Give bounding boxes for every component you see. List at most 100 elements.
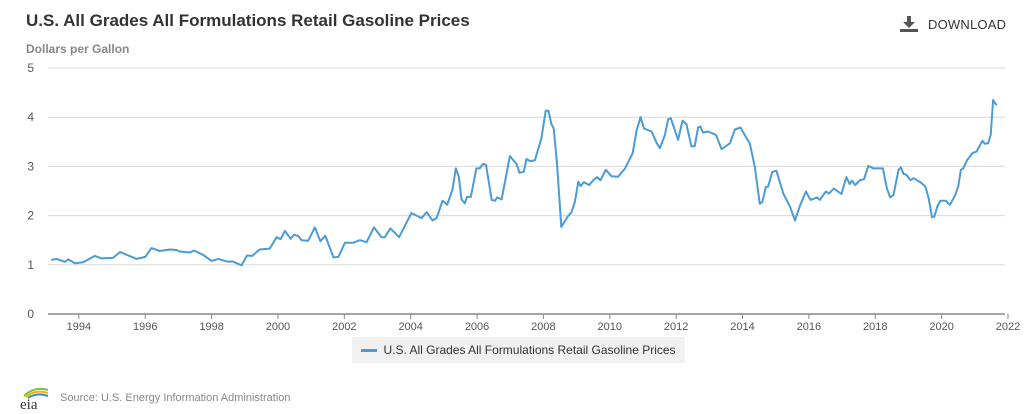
data-point [384,236,386,239]
data-point [902,172,905,175]
data-point [992,99,994,101]
data-point [324,234,327,237]
data-point [605,169,607,171]
data-point [193,249,195,252]
data-point [939,200,942,202]
data-point [659,147,661,149]
data-point [64,261,66,263]
data-point [828,192,830,195]
data-point [251,255,253,257]
data-point [966,159,968,161]
data-point [159,250,161,252]
data-point [664,134,666,136]
y-axis-title: Dollars per Gallon [26,42,130,56]
download-button[interactable]: DOWNLOAD [900,16,1006,32]
data-point [599,179,602,181]
data-point [729,142,731,145]
data-point [258,248,261,251]
data-point [515,163,518,165]
data-point [949,203,951,206]
data-point [897,169,900,171]
data-point [135,258,138,260]
y-tick-label: 4 [27,110,34,124]
data-point [485,164,487,166]
x-tick-label: 2018 [863,321,887,330]
data-point [313,226,316,229]
line-chart: 0 1 2 3 4 5 1994 1996 1998 2000 2002 2004 2006 2008 20… [27,61,1020,330]
data-point [567,215,569,217]
data-point [482,163,484,165]
data-point [373,226,375,229]
data-point [533,159,536,162]
data-point [905,173,908,176]
data-point [352,241,355,244]
data-point [398,236,400,239]
data-point [924,185,927,188]
data-point [478,167,481,170]
data-point [954,195,956,197]
legend-swatch [361,348,378,352]
data-point [410,212,413,214]
data-point [240,264,243,267]
data-point [67,258,70,261]
data-point [297,234,300,237]
data-point [425,211,428,213]
data-point [93,255,96,257]
data-point [863,178,865,180]
data-point [685,123,688,125]
data-point [771,171,774,173]
data-point [960,169,962,171]
data-point [610,175,613,178]
data-point [987,142,989,145]
data-point [764,186,767,188]
data-point [210,260,213,262]
data-point [389,227,392,230]
data-point [782,192,785,195]
data-point [892,194,895,196]
data-point [825,190,827,193]
data-point [920,181,922,184]
data-point [469,196,472,198]
data-point [832,187,835,190]
download-icon [900,16,918,32]
data-point [455,167,457,170]
y-tick-label: 3 [27,159,34,173]
x-tick-label: 2008 [531,321,555,330]
data-point [525,158,528,160]
data-point [690,145,693,148]
data-point [753,166,756,168]
legend-item[interactable]: U.S. All Grades All Formulations Retail … [352,337,685,363]
data-point [851,179,853,182]
data-point [617,175,619,178]
data-point [284,230,286,232]
data-point [279,238,282,241]
data-point [560,226,563,228]
data-point [592,179,594,181]
data-point [643,127,645,130]
data-point [74,262,76,265]
data-point [275,236,278,239]
source-text: Source: U.S. Energy Information Administ… [60,392,291,404]
x-tick-label: 2010 [598,321,622,330]
data-point [715,134,717,136]
data-point [550,123,553,125]
data-point [805,190,807,193]
data-point [945,200,947,202]
data-point [82,261,84,264]
data-point [460,198,463,201]
data-point [577,180,580,183]
data-point [451,188,454,191]
data-point [441,200,444,202]
data-point [496,196,499,199]
data-point [981,140,984,142]
data-point [523,171,525,173]
svg-text:eia: eia [20,397,38,410]
data-point [809,199,812,201]
data-point [500,198,503,201]
data-point [518,171,521,174]
data-point [579,185,582,187]
data-point [867,165,870,167]
data-point [268,247,271,250]
data-point [337,256,340,258]
data-point [975,150,978,153]
